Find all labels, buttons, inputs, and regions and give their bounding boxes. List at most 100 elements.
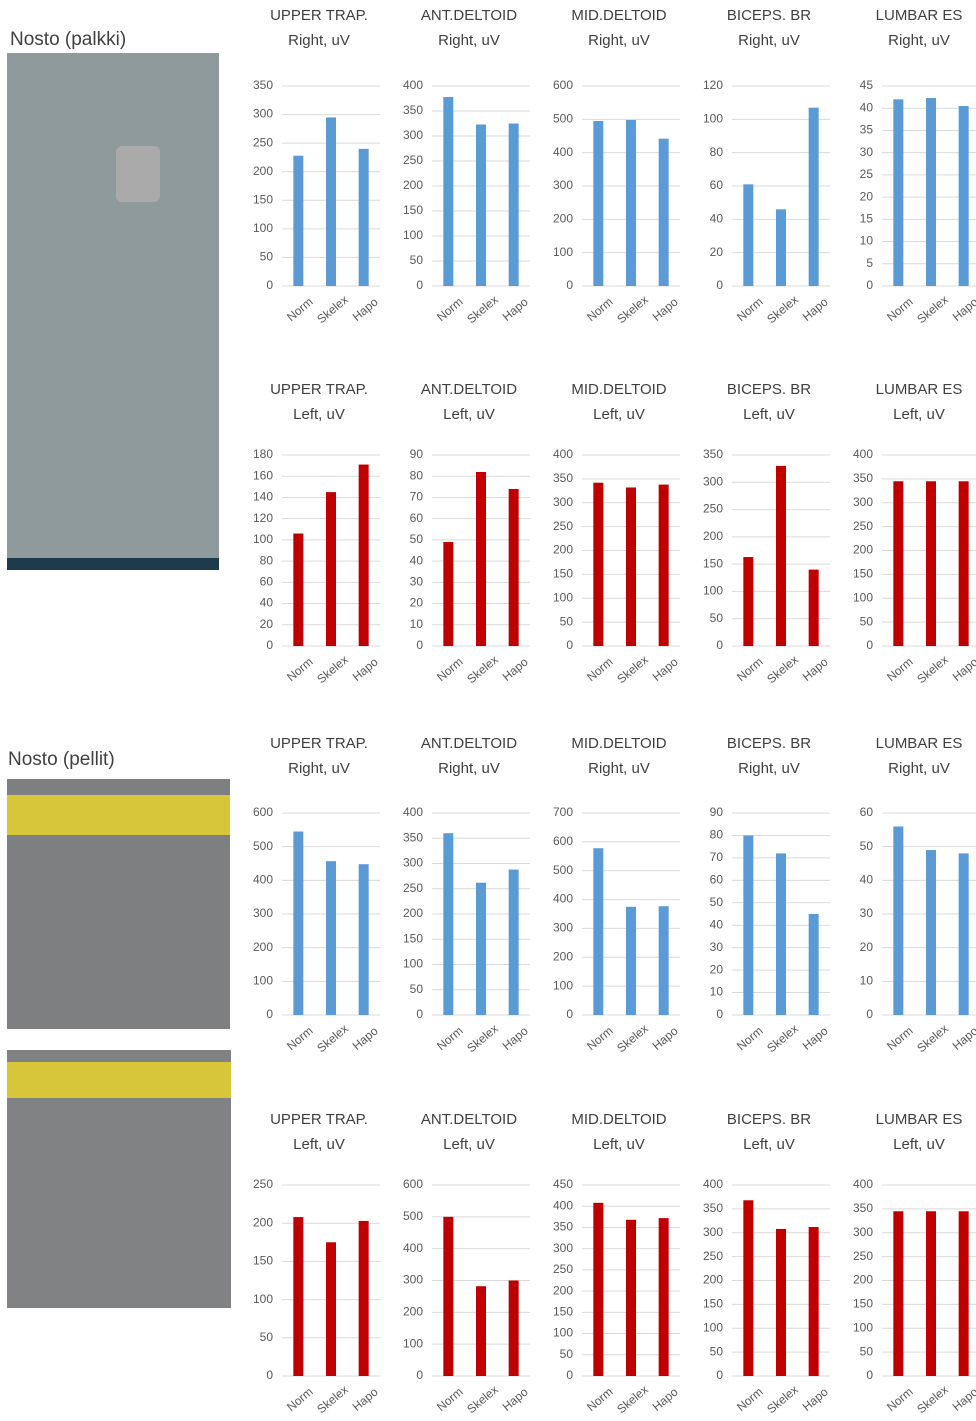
- chart-subtitle: Right, uV: [738, 760, 800, 777]
- x-tick-label: Norm: [434, 1024, 465, 1054]
- bar: [358, 464, 369, 646]
- chart-title: BICEPS. BR: [727, 1111, 811, 1128]
- x-tick-label: Norm: [434, 1385, 465, 1415]
- y-tick-label: 5: [866, 256, 873, 270]
- y-tick-label: 100: [253, 1292, 273, 1306]
- y-tick-label: 350: [853, 471, 873, 485]
- x-tick-label: Norm: [734, 655, 765, 685]
- y-tick-label: 50: [260, 1330, 274, 1344]
- y-tick-label: 120: [703, 78, 723, 92]
- y-tick-label: 100: [703, 584, 723, 598]
- chart-subtitle: Right, uV: [438, 32, 500, 49]
- bar: [658, 1218, 669, 1376]
- y-tick-label: 40: [260, 596, 274, 610]
- x-tick-label: Hapo: [350, 1385, 381, 1414]
- chart-title: UPPER TRAP.: [270, 381, 368, 398]
- bar: [443, 833, 454, 1015]
- x-tick-label: Skelex: [914, 1021, 951, 1055]
- y-tick-label: 200: [703, 529, 723, 543]
- y-tick-label: 150: [253, 192, 273, 206]
- y-tick-label: 300: [853, 1225, 873, 1239]
- y-tick-label: 250: [853, 519, 873, 533]
- y-tick-label: 0: [566, 638, 573, 652]
- y-tick-label: 100: [853, 590, 873, 604]
- x-tick-label: Hapo: [500, 1385, 531, 1414]
- y-tick-label: 35: [860, 123, 874, 137]
- y-tick-label: 50: [710, 895, 724, 909]
- bar: [776, 853, 786, 1015]
- y-tick-label: 400: [403, 78, 423, 92]
- y-tick-label: 150: [853, 1297, 873, 1311]
- x-tick-label: Skelex: [914, 292, 951, 326]
- y-tick-label: 30: [860, 906, 874, 920]
- x-tick-label: Norm: [884, 1385, 915, 1415]
- bar: [293, 1217, 304, 1376]
- x-tick-label: Skelex: [614, 652, 651, 686]
- chart-subtitle: Right, uV: [888, 760, 950, 777]
- y-tick-label: 50: [860, 839, 874, 853]
- bar: [926, 850, 936, 1015]
- chart-title: ANT.DELTOID: [421, 7, 517, 24]
- y-tick-label: 200: [853, 1273, 873, 1287]
- x-tick-label: Skelex: [314, 1021, 351, 1055]
- x-tick-label: Hapo: [500, 295, 531, 324]
- y-tick-label: 400: [553, 145, 573, 159]
- y-tick-label: 250: [703, 502, 723, 516]
- y-tick-label: 350: [703, 447, 723, 461]
- bar: [893, 99, 904, 286]
- x-tick-label: Hapo: [950, 1385, 976, 1414]
- y-tick-label: 100: [703, 1320, 723, 1334]
- bar: [958, 481, 969, 646]
- chart-subtitle: Left, uV: [893, 406, 945, 423]
- x-tick-label: Norm: [734, 1385, 765, 1415]
- y-tick-label: 100: [253, 974, 273, 988]
- y-tick-label: 0: [866, 1007, 873, 1021]
- chart-subtitle: Left, uV: [743, 1136, 795, 1153]
- y-tick-label: 20: [410, 596, 424, 610]
- y-tick-label: 300: [553, 178, 573, 192]
- bar: [626, 120, 636, 286]
- y-tick-label: 350: [853, 1201, 873, 1215]
- x-tick-label: Hapo: [350, 295, 381, 324]
- y-tick-label: 100: [553, 1326, 573, 1340]
- chart-subtitle: Right, uV: [438, 760, 500, 777]
- y-tick-label: 500: [253, 839, 273, 853]
- x-tick-label: Norm: [284, 1024, 315, 1054]
- y-tick-label: 350: [253, 78, 273, 92]
- y-tick-label: 0: [716, 1007, 723, 1021]
- y-tick-label: 20: [860, 189, 874, 203]
- chart-subtitle: Right, uV: [738, 32, 800, 49]
- bar: [626, 1219, 636, 1376]
- y-tick-label: 15: [860, 212, 874, 226]
- y-tick-label: 0: [716, 1368, 723, 1382]
- y-tick-label: 350: [703, 1201, 723, 1215]
- y-tick-label: 70: [710, 850, 724, 864]
- y-tick-label: 600: [403, 1177, 423, 1191]
- y-tick-label: 300: [403, 128, 423, 142]
- y-tick-label: 0: [566, 278, 573, 292]
- y-tick-label: 0: [416, 278, 423, 292]
- y-tick-label: 100: [403, 228, 423, 242]
- y-tick-label: 200: [253, 164, 273, 178]
- y-tick-label: 10: [860, 234, 874, 248]
- x-tick-label: Skelex: [464, 1021, 501, 1055]
- y-tick-label: 60: [710, 873, 724, 887]
- bar: [926, 481, 936, 646]
- x-tick-label: Norm: [734, 295, 765, 325]
- y-tick-label: 90: [410, 447, 424, 461]
- bar: [358, 864, 369, 1015]
- y-tick-label: 300: [403, 1273, 423, 1287]
- chart-title: UPPER TRAP.: [270, 1111, 368, 1128]
- bar: [958, 106, 969, 286]
- y-tick-label: 10: [860, 974, 874, 988]
- x-tick-label: Norm: [434, 655, 465, 685]
- y-tick-label: 250: [553, 1262, 573, 1276]
- x-tick-label: Norm: [584, 1385, 615, 1415]
- chart-title: ANT.DELTOID: [421, 381, 517, 398]
- bar: [893, 1211, 904, 1376]
- bar: [593, 848, 604, 1015]
- y-tick-label: 200: [853, 543, 873, 557]
- y-tick-label: 30: [860, 145, 874, 159]
- y-tick-label: 50: [260, 250, 274, 264]
- y-tick-label: 100: [853, 1320, 873, 1334]
